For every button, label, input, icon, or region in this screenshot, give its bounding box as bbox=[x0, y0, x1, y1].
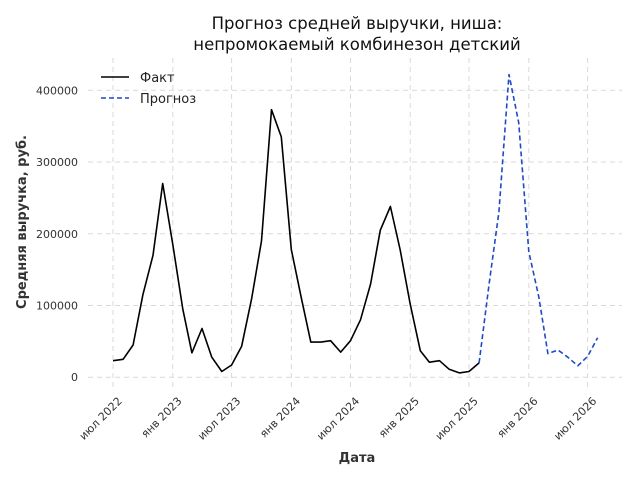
legend-label-forecast: Прогноз bbox=[140, 92, 196, 107]
x-tick-label: июл 2023 bbox=[195, 395, 243, 443]
x-axis-label: Дата bbox=[339, 451, 376, 466]
x-tick-label: янв 2026 bbox=[495, 395, 541, 441]
grid bbox=[88, 58, 622, 388]
y-axis-label: Средняя выручка, руб. bbox=[15, 135, 30, 309]
y-tick-labels: 0 100000 200000 300000 400000 bbox=[36, 84, 78, 384]
y-tick-label: 0 bbox=[71, 371, 78, 384]
legend: Факт Прогноз bbox=[101, 71, 196, 107]
x-tick-labels: июл 2022 янв 2023 июл 2023 янв 2024 июл 2024… bbox=[77, 395, 600, 443]
chart-title-line-2: непромокаемый комбинезон детский bbox=[193, 35, 520, 54]
y-tick-label: 400000 bbox=[36, 84, 78, 97]
series-line-fact bbox=[112, 108, 480, 374]
y-tick-label: 100000 bbox=[36, 300, 78, 313]
legend-label-fact: Факт bbox=[140, 71, 175, 86]
series-line-forecast bbox=[478, 73, 599, 367]
x-tick-label: июл 2025 bbox=[433, 395, 481, 443]
x-tick-label: июл 2022 bbox=[77, 395, 125, 443]
x-tick-label: янв 2024 bbox=[257, 395, 303, 441]
x-tick-label: янв 2023 bbox=[139, 395, 185, 441]
x-tick-label: июл 2024 bbox=[314, 395, 362, 443]
x-tick-label: янв 2025 bbox=[376, 395, 422, 441]
chart-title-line-1: Прогноз средней выручки, ниша: bbox=[212, 14, 503, 33]
x-tick-label: июл 2026 bbox=[551, 395, 599, 443]
y-tick-label: 200000 bbox=[36, 228, 78, 241]
y-tick-label: 300000 bbox=[36, 156, 78, 169]
series-lines bbox=[112, 73, 599, 374]
